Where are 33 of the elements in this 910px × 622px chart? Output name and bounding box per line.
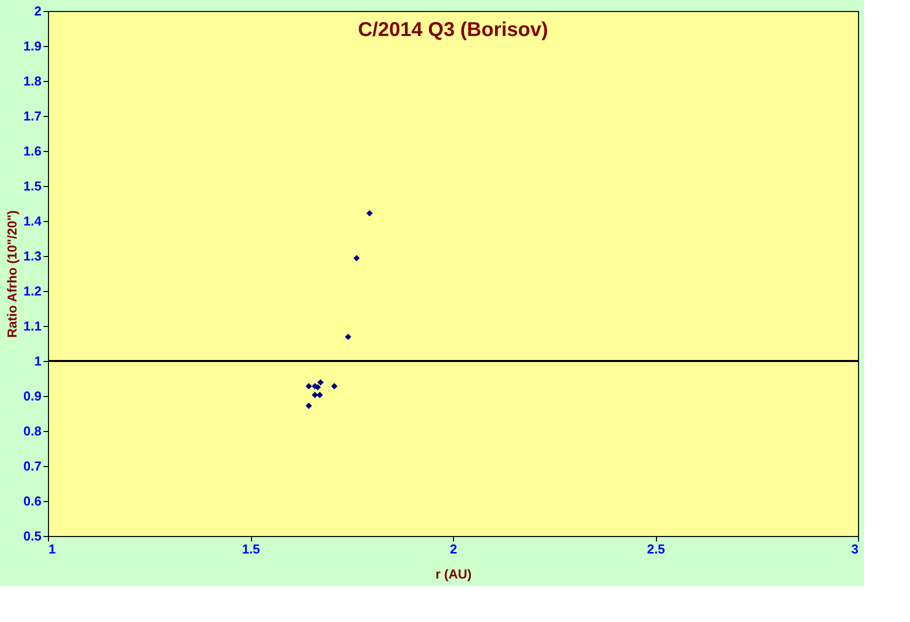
- point: [366, 210, 373, 216]
- x-tick-label: 2.5: [646, 542, 666, 556]
- y-tick-label: 0.9: [23, 388, 42, 404]
- y-tick-label: 1: [34, 354, 42, 368]
- y-tick-label: 1.4: [23, 214, 42, 228]
- x-tick-label: 1.5: [242, 542, 260, 556]
- y-tick-label: 0.7: [23, 458, 42, 474]
- x-tick-label: 3: [851, 542, 858, 556]
- point: [316, 392, 323, 398]
- y-tick-label: 0.5: [23, 528, 42, 544]
- point: [331, 383, 338, 390]
- y-tick-label: 0.8: [23, 424, 42, 438]
- y-tick-label: 1.7: [23, 108, 42, 124]
- y-tick-label: 0.6: [23, 494, 42, 508]
- y-tick-label: 1.1: [23, 318, 42, 334]
- point: [353, 254, 360, 262]
- y-tick-label: 1.8: [23, 74, 42, 88]
- y-axis-title: Ratio Afrho (10"/20"): [4, 210, 20, 338]
- point: [317, 379, 324, 386]
- point: [306, 402, 312, 409]
- point: [344, 334, 352, 340]
- y-tick-label: 1.6: [23, 144, 42, 158]
- x-axis-title: r (AU): [435, 566, 472, 582]
- point: [306, 383, 312, 390]
- x-tick-label: 1: [48, 542, 56, 556]
- y-tick-label: 1.2: [23, 284, 42, 298]
- y-tick-label: 1.5: [23, 178, 42, 194]
- y-tick-label: 2: [34, 4, 42, 18]
- x-tick-label: 2: [450, 542, 458, 556]
- y-tick-label: 1.3: [23, 248, 42, 264]
- y-tick-label: 1.9: [23, 38, 42, 54]
- chart-title: C/2014 Q3 (Borisov): [358, 19, 548, 41]
- point: [312, 392, 318, 398]
